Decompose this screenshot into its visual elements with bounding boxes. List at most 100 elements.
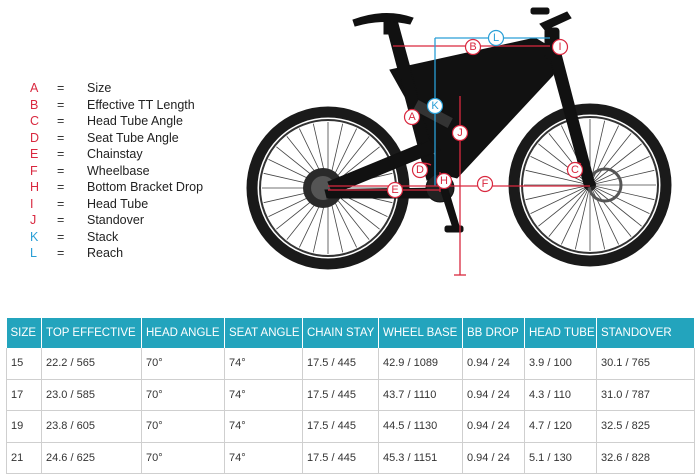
table-cell: 5.1 / 130: [524, 442, 597, 474]
legend-equals: =: [57, 196, 65, 211]
table-cell: 70°: [141, 348, 225, 380]
legend-row-d: D = Seat Tube Angle: [30, 130, 240, 147]
table-cell: 17.5 / 445: [302, 379, 379, 411]
legend-equals: =: [57, 114, 65, 128]
table-cell: 42.9 / 1089: [378, 348, 463, 380]
table-cell: 4.7 / 120: [524, 410, 597, 443]
table-cell: 31.0 / 787: [596, 379, 695, 411]
legend-letter: F: [30, 163, 38, 178]
geometry-table: SIZE TOP EFFECTIVE HEAD ANGLE SEAT ANGLE CHA…: [6, 318, 695, 474]
svg-text:C: C: [571, 164, 579, 176]
legend-equals: =: [57, 229, 65, 244]
column-header: HEAD ANGLE: [141, 318, 225, 348]
table-row: 15 22.2 / 565 70° 74° 17.5 / 445 42.9 / 1089 0…: [6, 348, 695, 380]
legend-label: Effective TT Length: [87, 97, 195, 112]
legend-letter: H: [30, 180, 40, 194]
svg-text:A: A: [408, 111, 416, 123]
column-header: CHAIN STAY: [302, 318, 379, 348]
table-cell: 0.94 / 24: [462, 379, 525, 411]
legend-letter: J: [30, 213, 37, 227]
svg-text:I: I: [558, 41, 561, 53]
legend-label: Reach: [87, 246, 124, 260]
marker-J: J: [451, 124, 469, 142]
legend-equals: =: [57, 147, 65, 161]
legend-row-h: H = Bottom Bracket Drop: [30, 179, 240, 196]
marker-L: L: [487, 29, 505, 47]
svg-text:J: J: [457, 127, 463, 139]
legend-letter: A: [30, 81, 39, 95]
legend-label: Chainstay: [87, 147, 143, 161]
legend-row-l: L = Reach: [30, 245, 240, 262]
table-cell: 0.94 / 24: [462, 410, 525, 443]
table-cell: 70°: [141, 442, 225, 474]
legend-letter: E: [30, 147, 39, 161]
table-row: 17 23.0 / 585 70° 74° 17.5 / 445 43.7 / 1110 0…: [6, 379, 695, 411]
table-cell: 23.0 / 585: [41, 379, 142, 411]
legend-equals: =: [57, 130, 65, 145]
legend-equals: =: [57, 81, 65, 95]
bike-geometry-diagram: A B C D E F H I J K L: [246, 7, 672, 276]
marker-C: C: [566, 161, 584, 179]
marker-D: D: [411, 161, 429, 179]
legend-equals: =: [57, 213, 65, 227]
column-header: TOP EFFECTIVE: [41, 318, 142, 348]
svg-text:D: D: [416, 164, 424, 176]
legend-letter: B: [30, 97, 39, 112]
marker-K: K: [426, 97, 444, 115]
column-header: WHEEL BASE: [378, 318, 463, 348]
table-cell: 74°: [224, 379, 303, 411]
legend-label: Bottom Bracket Drop: [87, 180, 204, 194]
table-cell: 74°: [224, 442, 303, 474]
table-header-row: SIZE TOP EFFECTIVE HEAD ANGLE SEAT ANGLE CHA…: [6, 318, 695, 348]
table-cell: 74°: [224, 410, 303, 443]
marker-I: I: [551, 38, 569, 56]
table-cell: 17.5 / 445: [302, 348, 379, 380]
table-cell: 4.3 / 110: [524, 379, 597, 411]
legend-label: Stack: [87, 229, 119, 244]
legend-letter: C: [30, 114, 40, 128]
table-cell: 0.94 / 24: [462, 442, 525, 474]
table-cell: 19: [6, 410, 42, 443]
table-cell: 0.94 / 24: [462, 348, 525, 380]
legend-row-j: J = Standover: [30, 212, 240, 229]
table-cell: 3.9 / 100: [524, 348, 597, 380]
legend-label: Head Tube Angle: [87, 114, 183, 128]
table-cell: 45.3 / 1151: [378, 442, 463, 474]
legend-label: Size: [87, 81, 112, 95]
table-cell: 30.1 / 765: [596, 348, 695, 380]
legend-row-k: K = Stack: [30, 229, 240, 246]
legend-label: Seat Tube Angle: [87, 130, 179, 145]
table-cell: 22.2 / 565: [41, 348, 142, 380]
table-cell: 15: [6, 348, 42, 380]
table-cell: 21: [6, 442, 42, 474]
legend-equals: =: [57, 180, 65, 194]
legend-row-i: I = Head Tube: [30, 196, 240, 213]
table-row: 19 23.8 / 605 70° 74° 17.5 / 445 44.5 / 1130 0…: [6, 410, 695, 443]
legend-equals: =: [57, 97, 65, 112]
marker-A: A: [403, 108, 421, 126]
table-cell: 17.5 / 445: [302, 410, 379, 443]
svg-text:L: L: [493, 32, 499, 44]
front-wheel: [508, 103, 672, 267]
marker-E: E: [386, 181, 404, 199]
legend-equals: =: [57, 246, 65, 260]
table-cell: 24.6 / 625: [41, 442, 142, 474]
table-cell: 32.5 / 825: [596, 410, 695, 443]
table-cell: 43.7 / 1110: [378, 379, 463, 411]
legend-row-c: C = Head Tube Angle: [30, 113, 240, 130]
legend-label: Wheelbase: [87, 163, 150, 178]
legend-letter: I: [30, 196, 34, 211]
marker-H: H: [435, 172, 453, 190]
legend-label: Head Tube: [87, 196, 149, 211]
svg-text:F: F: [482, 178, 489, 190]
marker-F: F: [476, 175, 494, 193]
marker-B: B: [464, 38, 482, 56]
table-cell: 70°: [141, 410, 225, 443]
svg-text:E: E: [391, 184, 398, 196]
legend-letter: D: [30, 130, 40, 145]
column-header: STANDOVER: [596, 318, 695, 348]
table-cell: 23.8 / 605: [41, 410, 142, 443]
geometry-legend: A = Size B = Effective TT Length C = Head Tube A…: [30, 80, 240, 262]
legend-letter: K: [30, 229, 39, 244]
table-cell: 17.5 / 445: [302, 442, 379, 474]
